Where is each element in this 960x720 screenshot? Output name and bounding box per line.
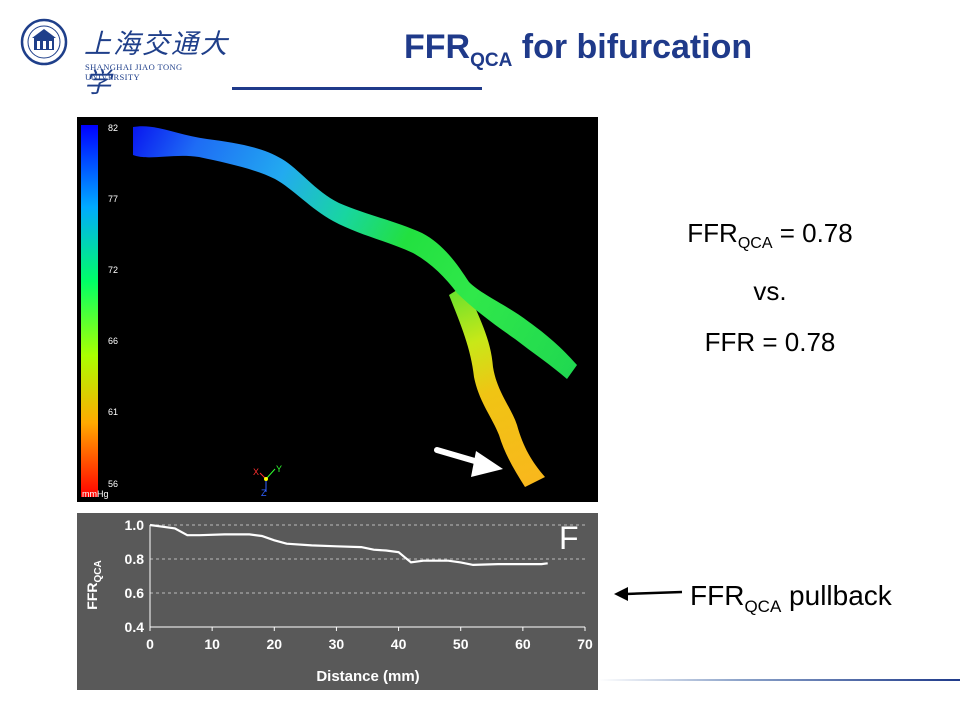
title-main: FFR: [404, 28, 471, 66]
panel-label: F: [559, 520, 579, 556]
pressure-colorbar: [81, 125, 98, 497]
axis-z-label: Z: [261, 488, 267, 498]
title-underline: [232, 87, 482, 90]
x-axis-label: Distance (mm): [316, 668, 419, 685]
colorbar-unit: mmHg: [82, 489, 109, 499]
y-axis-label-sub: QCA: [93, 560, 104, 582]
x-tick-label: 0: [146, 636, 154, 652]
axis-origin: [264, 477, 268, 481]
colorbar-tick: 82: [108, 123, 118, 133]
x-tick-label: 40: [391, 636, 407, 652]
x-tick-label: 50: [453, 636, 469, 652]
versus-text: vs.: [753, 276, 787, 306]
pullback-curve: [149, 523, 548, 567]
y-axis-label: FFRQCA: [84, 560, 104, 609]
y-tick-label: 1.0: [125, 517, 145, 533]
axis-y-line: [265, 468, 276, 480]
x-tick-label: 20: [266, 636, 282, 652]
pullback-label: FFRQCA pullback: [690, 580, 892, 617]
stenosis-arrow-head: [471, 451, 503, 477]
pullback-label-sub: QCA: [744, 597, 782, 616]
axis-x-label: X: [253, 467, 259, 477]
cmp-line1-main: FFR: [687, 218, 738, 248]
footer-rule: [598, 679, 960, 681]
university-seal-icon: [20, 18, 68, 66]
ffr-qca-value: FFRQCA = 0.78: [620, 218, 920, 253]
side-branch-vessel: [449, 285, 545, 487]
title-subscript: QCA: [470, 50, 513, 71]
pullback-chart: 1.0 0.8 0.6 0.4 0 10 20 30 40 50 60 70 Distance (mm…: [77, 513, 598, 690]
ffr-value: FFR = 0.78: [704, 327, 836, 357]
axis-y-label: Y: [276, 464, 282, 474]
x-tick-label: 10: [204, 636, 220, 652]
colorbar-tick: 72: [108, 265, 118, 275]
cmp-line1-sub: QCA: [737, 235, 773, 252]
cmp-line1-rest: = 0.78: [772, 218, 853, 248]
logo-text-chinese: 上海交通大学: [84, 29, 229, 99]
logo-text-english: SHANGHAI JIAO TONG UNIVERSITY: [85, 62, 183, 82]
colorbar-tick: 77: [108, 194, 118, 204]
x-tick-label: 70: [577, 636, 593, 652]
y-tick-label: 0.8: [125, 551, 145, 567]
colorbar-tick: 66: [108, 336, 118, 346]
colorbar-tick: 61: [108, 407, 118, 417]
y-tick-label: 0.4: [125, 619, 145, 635]
pullback-arrow-icon: [614, 587, 683, 601]
colorbar-tick: 56: [108, 479, 118, 489]
y-tick-label: 0.6: [125, 585, 145, 601]
title-rest: for bifurcation: [512, 28, 753, 66]
x-tick-label: 30: [329, 636, 345, 652]
y-axis-label-main: FFR: [84, 583, 100, 610]
main-vessel: [133, 126, 577, 379]
x-tick-label: 60: [515, 636, 531, 652]
vessel-visualization: 82 77 72 66 61 56 mmHg X Y Z: [77, 117, 598, 502]
slide-title: FFRQCA for bifurcation: [404, 28, 752, 72]
pullback-label-rest: pullback: [781, 580, 892, 611]
pullback-label-main: FFR: [690, 580, 745, 611]
university-logo: 上海交通大学 SHANGHAI JIAO TONG UNIVERSITY: [20, 16, 240, 99]
